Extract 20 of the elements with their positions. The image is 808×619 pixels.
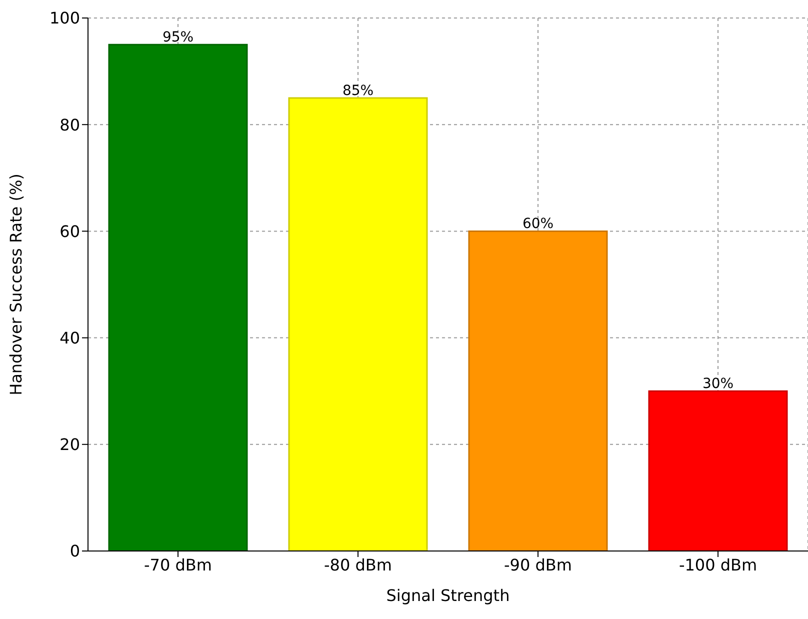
y-axis-title: Handover Success Rate (%)	[6, 174, 26, 396]
data-label: 85%	[342, 82, 374, 99]
y-tick-label: 20	[60, 435, 80, 454]
data-label: 60%	[522, 216, 554, 232]
y-tick-label: 100	[49, 8, 80, 28]
y-tick-label: 40	[60, 328, 80, 348]
x-axis-title: Signal Strength	[386, 586, 510, 605]
x-tick-label: -70 dBm	[144, 555, 212, 574]
bar	[648, 390, 788, 551]
x-tick-label: -90 dBm	[504, 555, 572, 574]
y-tick-label: 60	[60, 222, 80, 241]
bar	[468, 230, 608, 551]
bar	[108, 44, 248, 551]
bar	[288, 97, 428, 551]
data-label: 30%	[702, 376, 734, 392]
x-tick-label: -100 dBm	[678, 555, 758, 574]
x-tick-label: -80 dBm	[324, 555, 392, 574]
y-tick-label: 80	[60, 115, 80, 134]
data-label: 95%	[162, 30, 194, 46]
y-tick-label: 0	[70, 542, 80, 561]
